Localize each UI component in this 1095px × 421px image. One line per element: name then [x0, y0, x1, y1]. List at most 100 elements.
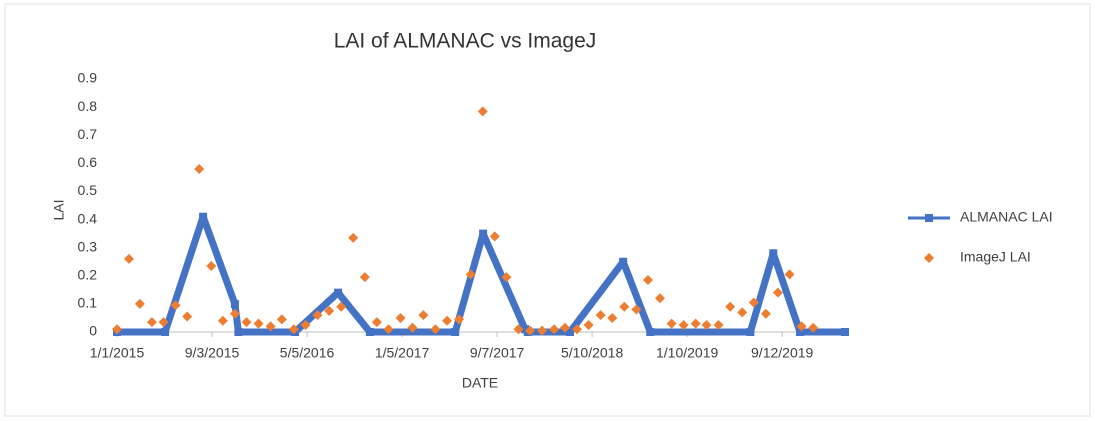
y-axis-title: LAI: [51, 199, 67, 220]
scatter-point: [796, 321, 807, 332]
line-marker: [769, 249, 778, 258]
scatter-point: [288, 324, 299, 335]
scatter-point: [525, 325, 536, 336]
y-tick-label: 0.7: [78, 126, 98, 142]
y-tick-label: 0.6: [78, 154, 98, 170]
line-marker: [234, 328, 243, 336]
scatter-point: [784, 269, 795, 280]
scatter-point: [642, 274, 653, 285]
line-marker: [566, 328, 575, 336]
scatter-point: [501, 272, 512, 283]
line-marker: [479, 229, 488, 238]
scatter-point: [619, 301, 630, 312]
scatter-point: [607, 312, 618, 323]
scatter-point: [206, 260, 217, 271]
scatter-point: [465, 269, 476, 280]
line-marker: [451, 328, 460, 336]
scatter-point: [701, 319, 712, 330]
scatter-point: [748, 297, 759, 308]
scatter-point: [112, 324, 122, 335]
line-marker: [230, 299, 239, 308]
scatter-point: [442, 315, 453, 326]
y-tick-label: 0.5: [78, 182, 98, 198]
legend-marker: [924, 253, 934, 263]
scatter-point: [559, 322, 570, 333]
scatter-point: [549, 324, 560, 335]
scatter-point: [312, 310, 323, 321]
scatter-point: [631, 304, 642, 315]
line-marker: [841, 328, 849, 336]
scatter-point: [170, 300, 181, 311]
x-tick-label: 5/5/2016: [280, 345, 335, 361]
scatter-point: [300, 319, 311, 330]
scatter-point: [713, 319, 724, 330]
scatter-point: [324, 305, 335, 316]
x-tick-label: 1/10/2019: [656, 345, 718, 361]
chart-border: [4, 3, 1091, 417]
scatter-point: [430, 324, 441, 335]
line-marker: [334, 288, 343, 297]
legend-label: ALMANAC LAI: [960, 209, 1053, 225]
legend-label: ImageJ LAI: [960, 249, 1031, 265]
scatter-point: [124, 253, 135, 264]
x-tick-label: 9/3/2015: [185, 345, 240, 361]
scatter-point: [407, 322, 418, 333]
line-marker: [746, 328, 755, 336]
scatter-point: [454, 314, 465, 325]
scatter-point: [265, 321, 276, 332]
scatter-point: [348, 232, 359, 243]
scatter-point: [513, 324, 524, 335]
y-tick-label: 0.1: [78, 295, 98, 311]
scatter-point: [217, 315, 228, 326]
scatter-point: [395, 312, 406, 323]
scatter-point: [194, 163, 205, 174]
scatter-point: [666, 318, 677, 329]
scatter-point: [359, 272, 370, 283]
scatter-point: [146, 317, 157, 328]
scatter-point: [182, 311, 193, 322]
y-tick-label: 0.8: [78, 98, 98, 114]
scatter-point: [595, 310, 606, 321]
scatter-point: [158, 317, 169, 328]
x-tick-label: 1/5/2017: [375, 345, 430, 361]
scatter-point: [725, 301, 736, 312]
scatter-point: [229, 308, 240, 319]
x-tick-label: 5/10/2018: [561, 345, 623, 361]
x-axis-title: DATE: [462, 375, 498, 391]
scatter-point: [571, 324, 582, 335]
scatter-point: [383, 324, 394, 335]
line-marker: [161, 328, 170, 336]
line-marker: [365, 328, 374, 336]
chart-title: LAI of ALMANAC vs ImageJ: [334, 30, 597, 53]
y-tick-label: 0.3: [78, 238, 98, 254]
x-tick-label: 1/1/2015: [90, 345, 145, 361]
scatter-point: [477, 106, 488, 117]
scatter-point: [760, 308, 771, 319]
scatter-point: [253, 318, 264, 329]
scatter-point: [808, 322, 819, 333]
scatter-point: [489, 231, 500, 242]
line-marker: [199, 212, 208, 221]
x-tick-label: 9/7/2017: [470, 345, 525, 361]
scatter-point: [654, 293, 665, 304]
y-tick-label: 0.4: [78, 210, 98, 226]
scatter-point: [690, 318, 701, 329]
x-tick-label: 9/12/2019: [751, 345, 813, 361]
y-tick-label: 0.9: [78, 70, 98, 86]
y-tick-label: 0: [89, 323, 97, 339]
line-marker: [796, 328, 805, 336]
scatter-point: [134, 298, 145, 309]
scatter-point: [276, 314, 287, 325]
line-marker: [619, 257, 628, 266]
legend-marker: [925, 214, 933, 222]
scatter-point: [336, 301, 347, 312]
scatter-point: [537, 325, 548, 336]
y-tick-label: 0.2: [78, 266, 98, 282]
line-marker: [646, 328, 655, 336]
scatter-point: [371, 317, 382, 328]
scatter-point: [418, 310, 429, 321]
scatter-point: [737, 307, 748, 318]
scatter-point: [583, 319, 594, 330]
scatter-point: [678, 319, 689, 330]
